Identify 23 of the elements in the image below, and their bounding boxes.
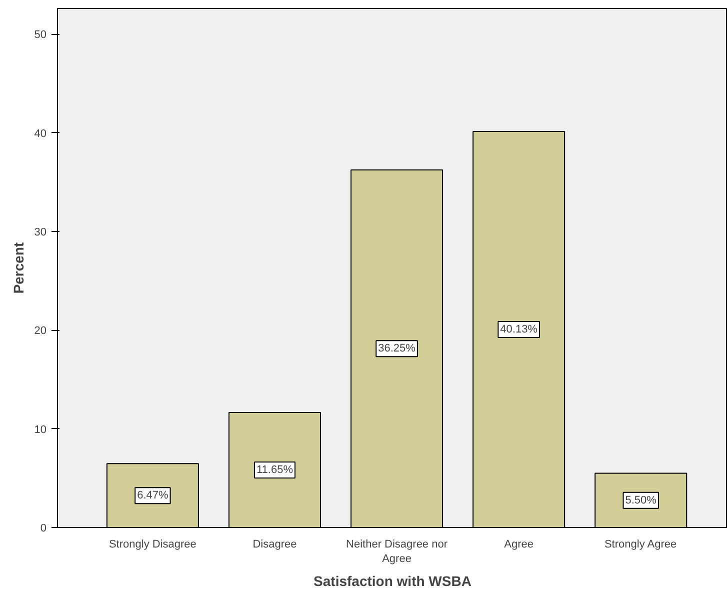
- data-label: 36.25%: [378, 342, 416, 355]
- x-tick-label: Strongly Disagree: [108, 538, 196, 550]
- y-tick-label: 10: [34, 424, 47, 436]
- bar: [106, 463, 199, 528]
- data-label: 5.50%: [625, 494, 657, 506]
- x-tick-label: Neither Disagree nor Agree: [346, 538, 448, 565]
- y-tick-label: 30: [34, 226, 47, 238]
- data-label: 40.13%: [500, 324, 538, 336]
- y-tick-label: 50: [34, 29, 47, 42]
- x-tick-label: Disagree: [252, 538, 297, 550]
- x-tick-label: Strongly Agree: [604, 538, 677, 550]
- y-tick-label: 0: [40, 522, 47, 534]
- bar: [350, 169, 444, 528]
- bar: [594, 472, 688, 528]
- x-axis-title: Satisfaction with WSBA: [314, 572, 472, 589]
- data-label: 11.65%: [256, 464, 294, 476]
- y-axis-title: Percent: [10, 242, 26, 294]
- bar: [228, 412, 321, 528]
- y-tick-label: 40: [34, 128, 47, 140]
- bar: [472, 131, 566, 528]
- x-tick-label: Agree: [504, 538, 534, 550]
- y-tick-label: 20: [34, 325, 47, 338]
- data-label: 6.47%: [137, 490, 169, 502]
